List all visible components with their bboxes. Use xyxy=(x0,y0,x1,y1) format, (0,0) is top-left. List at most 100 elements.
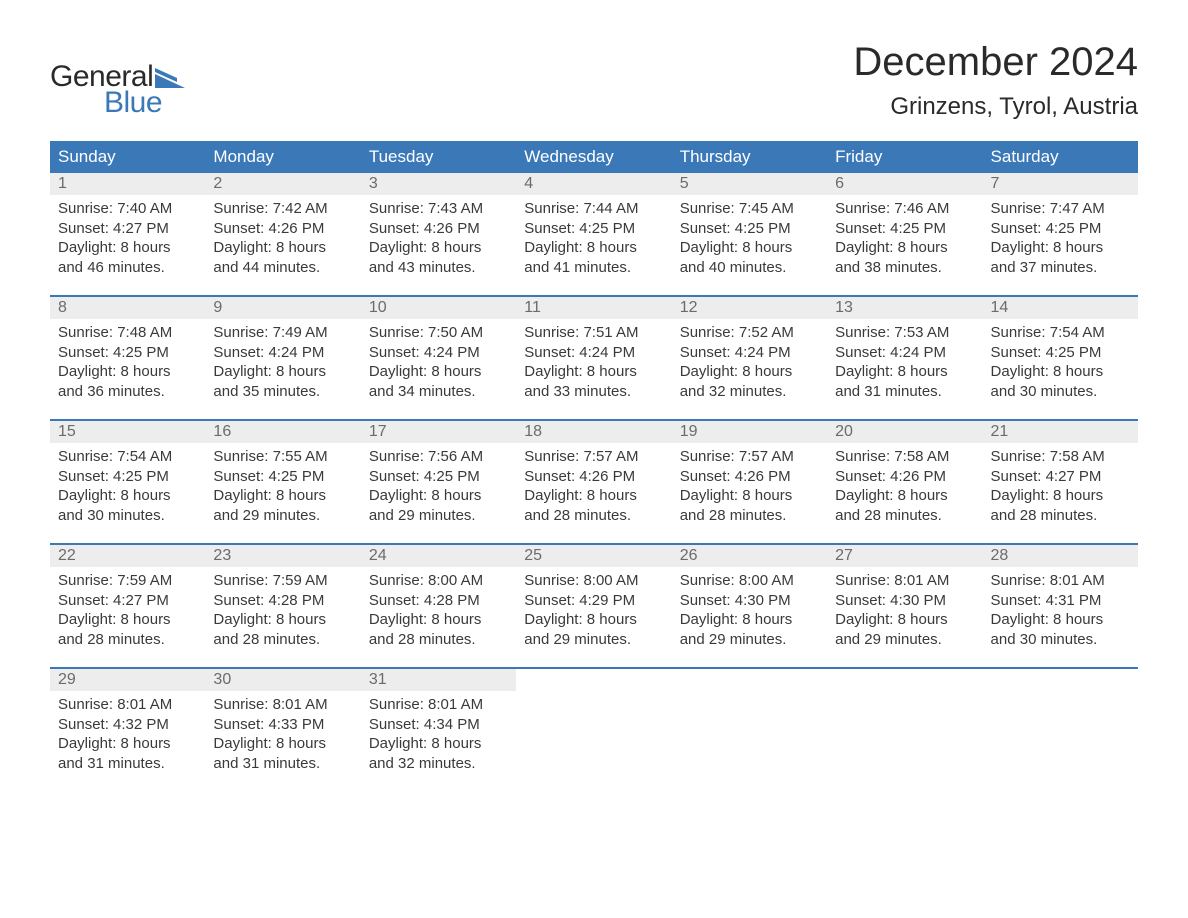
daylight-line-1: Daylight: 8 hours xyxy=(680,238,819,258)
day-number: 23 xyxy=(205,545,360,567)
sunrise-line: Sunrise: 7:57 AM xyxy=(680,447,819,467)
sunset-line: Sunset: 4:29 PM xyxy=(524,591,663,611)
day-cell: 11Sunrise: 7:51 AMSunset: 4:24 PMDayligh… xyxy=(516,297,671,419)
daylight-line-1: Daylight: 8 hours xyxy=(213,734,352,754)
sunset-line: Sunset: 4:24 PM xyxy=(369,343,508,363)
month-title: December 2024 xyxy=(853,40,1138,85)
sunset-line: Sunset: 4:27 PM xyxy=(58,591,197,611)
day-body: Sunrise: 7:54 AMSunset: 4:25 PMDaylight:… xyxy=(983,319,1138,411)
daylight-line-1: Daylight: 8 hours xyxy=(835,610,974,630)
sunrise-line: Sunrise: 7:51 AM xyxy=(524,323,663,343)
day-cell: 23Sunrise: 7:59 AMSunset: 4:28 PMDayligh… xyxy=(205,545,360,667)
daylight-line-2: and 38 minutes. xyxy=(835,258,974,278)
weekday-header: Thursday xyxy=(672,141,827,173)
location-subtitle: Grinzens, Tyrol, Austria xyxy=(853,93,1138,121)
sunrise-line: Sunrise: 7:42 AM xyxy=(213,199,352,219)
week-row: 29Sunrise: 8:01 AMSunset: 4:32 PMDayligh… xyxy=(50,667,1138,791)
weekday-header: Sunday xyxy=(50,141,205,173)
day-cell: 2Sunrise: 7:42 AMSunset: 4:26 PMDaylight… xyxy=(205,173,360,295)
daylight-line-1: Daylight: 8 hours xyxy=(835,362,974,382)
sunset-line: Sunset: 4:25 PM xyxy=(58,343,197,363)
day-body: Sunrise: 7:40 AMSunset: 4:27 PMDaylight:… xyxy=(50,195,205,287)
daylight-line-2: and 43 minutes. xyxy=(369,258,508,278)
day-number-empty xyxy=(516,669,671,691)
daylight-line-2: and 31 minutes. xyxy=(835,382,974,402)
day-number: 5 xyxy=(672,173,827,195)
sunrise-line: Sunrise: 8:01 AM xyxy=(835,571,974,591)
day-body: Sunrise: 8:01 AMSunset: 4:31 PMDaylight:… xyxy=(983,567,1138,659)
sunrise-line: Sunrise: 7:44 AM xyxy=(524,199,663,219)
week-row: 15Sunrise: 7:54 AMSunset: 4:25 PMDayligh… xyxy=(50,419,1138,543)
day-number: 20 xyxy=(827,421,982,443)
daylight-line-2: and 28 minutes. xyxy=(524,506,663,526)
sunrise-line: Sunrise: 8:00 AM xyxy=(369,571,508,591)
daylight-line-2: and 31 minutes. xyxy=(58,754,197,774)
day-body: Sunrise: 7:58 AMSunset: 4:26 PMDaylight:… xyxy=(827,443,982,535)
day-number: 22 xyxy=(50,545,205,567)
day-body: Sunrise: 7:48 AMSunset: 4:25 PMDaylight:… xyxy=(50,319,205,411)
sunrise-line: Sunrise: 8:01 AM xyxy=(369,695,508,715)
daylight-line-2: and 28 minutes. xyxy=(835,506,974,526)
day-cell: 3Sunrise: 7:43 AMSunset: 4:26 PMDaylight… xyxy=(361,173,516,295)
sunset-line: Sunset: 4:25 PM xyxy=(991,219,1130,239)
day-cell: 17Sunrise: 7:56 AMSunset: 4:25 PMDayligh… xyxy=(361,421,516,543)
day-body: Sunrise: 7:46 AMSunset: 4:25 PMDaylight:… xyxy=(827,195,982,287)
day-body: Sunrise: 7:57 AMSunset: 4:26 PMDaylight:… xyxy=(516,443,671,535)
sunrise-line: Sunrise: 7:49 AM xyxy=(213,323,352,343)
day-number: 31 xyxy=(361,669,516,691)
daylight-line-2: and 29 minutes. xyxy=(680,630,819,650)
sunrise-line: Sunrise: 7:53 AM xyxy=(835,323,974,343)
daylight-line-2: and 32 minutes. xyxy=(369,754,508,774)
daylight-line-1: Daylight: 8 hours xyxy=(58,486,197,506)
sunset-line: Sunset: 4:24 PM xyxy=(680,343,819,363)
day-cell: 15Sunrise: 7:54 AMSunset: 4:25 PMDayligh… xyxy=(50,421,205,543)
title-block: December 2024 Grinzens, Tyrol, Austria xyxy=(853,40,1138,121)
calendar: SundayMondayTuesdayWednesdayThursdayFrid… xyxy=(50,141,1138,791)
day-body: Sunrise: 7:50 AMSunset: 4:24 PMDaylight:… xyxy=(361,319,516,411)
day-cell: 4Sunrise: 7:44 AMSunset: 4:25 PMDaylight… xyxy=(516,173,671,295)
day-cell: 19Sunrise: 7:57 AMSunset: 4:26 PMDayligh… xyxy=(672,421,827,543)
daylight-line-1: Daylight: 8 hours xyxy=(680,610,819,630)
day-body: Sunrise: 7:57 AMSunset: 4:26 PMDaylight:… xyxy=(672,443,827,535)
daylight-line-2: and 29 minutes. xyxy=(835,630,974,650)
day-body: Sunrise: 7:58 AMSunset: 4:27 PMDaylight:… xyxy=(983,443,1138,535)
daylight-line-1: Daylight: 8 hours xyxy=(524,238,663,258)
daylight-line-2: and 40 minutes. xyxy=(680,258,819,278)
daylight-line-2: and 29 minutes. xyxy=(524,630,663,650)
daylight-line-2: and 35 minutes. xyxy=(213,382,352,402)
daylight-line-2: and 34 minutes. xyxy=(369,382,508,402)
sunrise-line: Sunrise: 8:01 AM xyxy=(213,695,352,715)
day-cell: 16Sunrise: 7:55 AMSunset: 4:25 PMDayligh… xyxy=(205,421,360,543)
daylight-line-1: Daylight: 8 hours xyxy=(58,734,197,754)
sunset-line: Sunset: 4:30 PM xyxy=(835,591,974,611)
sunset-line: Sunset: 4:31 PM xyxy=(991,591,1130,611)
day-cell: 13Sunrise: 7:53 AMSunset: 4:24 PMDayligh… xyxy=(827,297,982,419)
day-cell: 22Sunrise: 7:59 AMSunset: 4:27 PMDayligh… xyxy=(50,545,205,667)
day-cell: 1Sunrise: 7:40 AMSunset: 4:27 PMDaylight… xyxy=(50,173,205,295)
day-number-empty xyxy=(672,669,827,691)
day-body: Sunrise: 7:49 AMSunset: 4:24 PMDaylight:… xyxy=(205,319,360,411)
day-number: 14 xyxy=(983,297,1138,319)
day-cell: 18Sunrise: 7:57 AMSunset: 4:26 PMDayligh… xyxy=(516,421,671,543)
daylight-line-1: Daylight: 8 hours xyxy=(369,486,508,506)
sunset-line: Sunset: 4:24 PM xyxy=(213,343,352,363)
day-cell: 6Sunrise: 7:46 AMSunset: 4:25 PMDaylight… xyxy=(827,173,982,295)
sunrise-line: Sunrise: 7:56 AM xyxy=(369,447,508,467)
daylight-line-2: and 37 minutes. xyxy=(991,258,1130,278)
sunrise-line: Sunrise: 7:59 AM xyxy=(213,571,352,591)
daylight-line-1: Daylight: 8 hours xyxy=(680,362,819,382)
day-body: Sunrise: 7:54 AMSunset: 4:25 PMDaylight:… xyxy=(50,443,205,535)
day-body: Sunrise: 7:45 AMSunset: 4:25 PMDaylight:… xyxy=(672,195,827,287)
daylight-line-1: Daylight: 8 hours xyxy=(991,238,1130,258)
sunset-line: Sunset: 4:25 PM xyxy=(680,219,819,239)
sunset-line: Sunset: 4:30 PM xyxy=(680,591,819,611)
daylight-line-2: and 33 minutes. xyxy=(524,382,663,402)
day-number: 24 xyxy=(361,545,516,567)
day-body: Sunrise: 7:43 AMSunset: 4:26 PMDaylight:… xyxy=(361,195,516,287)
daylight-line-1: Daylight: 8 hours xyxy=(213,486,352,506)
day-body: Sunrise: 8:00 AMSunset: 4:29 PMDaylight:… xyxy=(516,567,671,659)
daylight-line-1: Daylight: 8 hours xyxy=(991,362,1130,382)
sunrise-line: Sunrise: 7:57 AM xyxy=(524,447,663,467)
day-cell: 5Sunrise: 7:45 AMSunset: 4:25 PMDaylight… xyxy=(672,173,827,295)
sunrise-line: Sunrise: 7:40 AM xyxy=(58,199,197,219)
